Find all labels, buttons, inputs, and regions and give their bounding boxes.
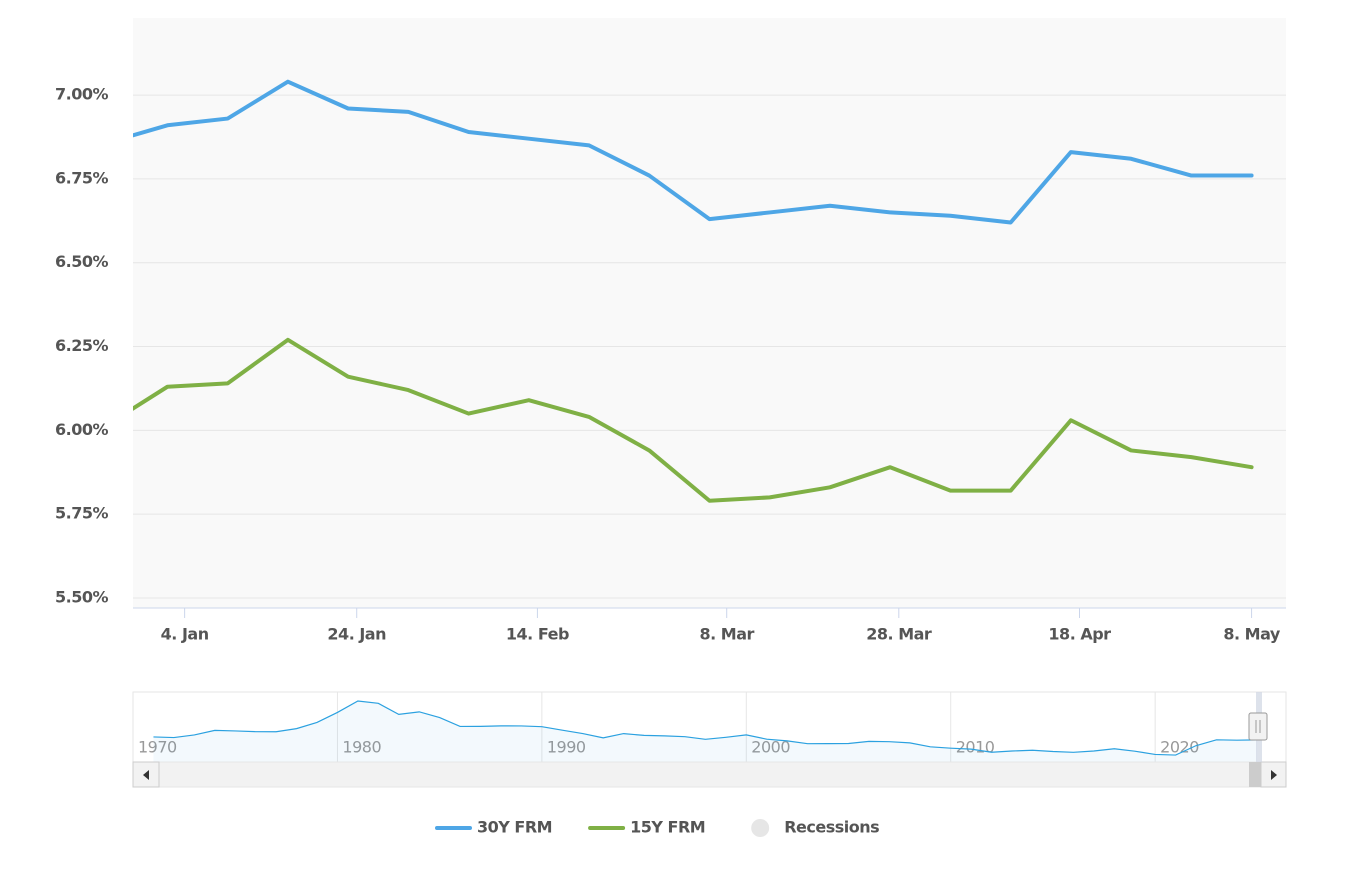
y-tick-label: 6.75%: [55, 168, 108, 187]
navigator-tick-label: 2020: [1160, 738, 1199, 757]
scroll-right-arrow: [1271, 770, 1277, 780]
x-tick-label: 4. Jan: [161, 625, 209, 644]
x-tick-label: 8. May: [1223, 625, 1281, 644]
navigator-line: [153, 700, 1258, 756]
x-tick-label: 24. Jan: [327, 625, 386, 644]
series-line: [133, 79, 1254, 225]
navigator-tick-label: 2000: [751, 738, 790, 757]
navigator-tick-label: 1990: [547, 738, 586, 757]
scrollbar-track[interactable]: [132, 761, 1287, 788]
navigator-tick-label: 1970: [138, 738, 177, 757]
y-tick-label: 5.50%: [55, 587, 108, 606]
legend-label[interactable]: 30Y FRM: [477, 818, 553, 837]
plot-background: [133, 18, 1286, 608]
navigator-tick-label: 1980: [342, 738, 381, 757]
y-tick-label: 7.00%: [55, 85, 108, 104]
y-tick-label: 6.00%: [55, 420, 108, 439]
y-tick-label: 5.75%: [55, 504, 108, 523]
navigator-background: [132, 691, 1287, 763]
series-line: [133, 337, 1254, 503]
x-tick-label: 18. Apr: [1048, 625, 1111, 644]
legend-symbol: [751, 819, 770, 837]
y-tick-label: 6.25%: [55, 336, 108, 355]
x-tick-label: 14. Feb: [506, 625, 569, 644]
navigator-area: [153, 700, 1258, 762]
legend-label[interactable]: 15Y FRM: [630, 818, 706, 837]
navigator-handle[interactable]: [1248, 712, 1268, 741]
scroll-left-arrow: [143, 770, 149, 780]
scrollbar-thumb[interactable]: [1249, 762, 1261, 787]
x-tick-label: 28. Mar: [866, 625, 932, 644]
x-tick-label: 8. Mar: [700, 625, 755, 644]
legend-label[interactable]: Recessions: [784, 818, 879, 837]
y-tick-label: 6.50%: [55, 252, 108, 271]
